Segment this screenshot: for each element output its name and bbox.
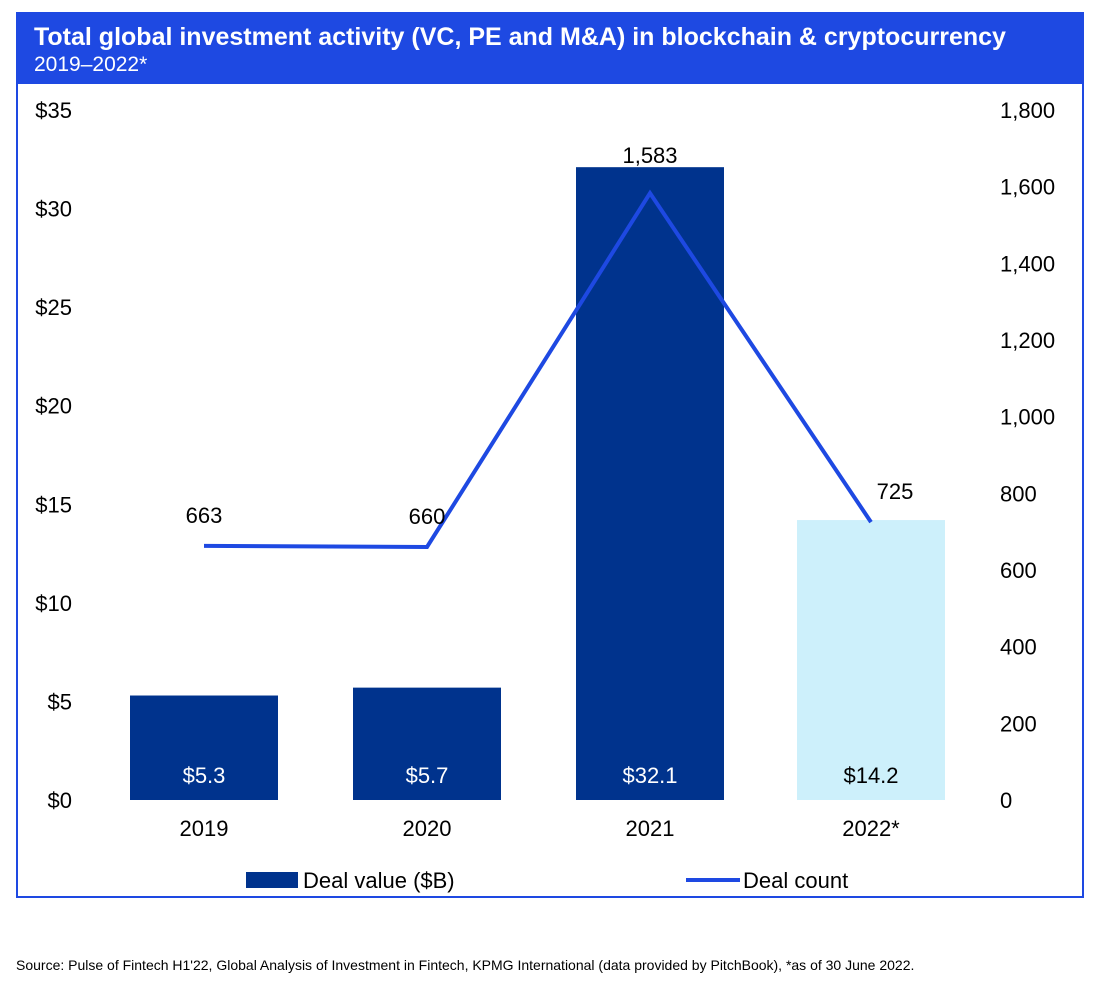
source-note: Source: Pulse of Fintech H1'22, Global A… [16, 957, 915, 973]
right-axis-tick-label: 1,400 [1000, 251, 1055, 276]
bar-deal-value [576, 167, 724, 800]
chart-title: Total global investment activity (VC, PE… [34, 23, 1006, 51]
legend-deal-value-label: Deal value ($B) [303, 868, 455, 893]
x-axis-category-label: 2020 [403, 816, 452, 841]
left-axis-tick-label: $35 [35, 98, 72, 123]
x-axis-category-label: 2021 [626, 816, 675, 841]
left-axis-tick-label: $5 [48, 689, 72, 714]
left-axis-tick-label: $20 [35, 394, 72, 419]
chart-subtitle: 2019–2022* [34, 53, 148, 76]
right-axis: 0 200 400 600 800 1,000 1,200 1,400 1,600 1,800 [1000, 98, 1055, 813]
x-axis: 2019 2020 2021 2022* [180, 816, 901, 841]
deal-count-label: 1,583 [622, 143, 677, 168]
right-axis-tick-label: 600 [1000, 558, 1037, 583]
bar-deal-value [797, 520, 945, 800]
right-axis-tick-label: 400 [1000, 635, 1037, 660]
x-axis-category-label: 2019 [180, 816, 229, 841]
deal-count-label: 660 [409, 504, 446, 529]
left-axis-tick-label: $30 [35, 197, 72, 222]
deal-count-line-series: 663 660 1,583 725 [186, 143, 914, 550]
deal-count-label: 663 [186, 503, 223, 528]
right-axis-tick-label: 1,000 [1000, 405, 1055, 430]
right-axis-tick-label: 1,800 [1000, 98, 1055, 123]
right-axis-tick-label: 200 [1000, 711, 1037, 736]
bar-deal-value [353, 687, 501, 800]
deal-count-line [203, 189, 873, 550]
legend-deal-count-label: Deal count [743, 868, 848, 893]
left-axis-tick-label: $0 [48, 788, 72, 813]
bar-value-label: $32.1 [622, 763, 677, 788]
legend-bar-swatch [246, 872, 298, 888]
deal-count-label: 725 [877, 479, 914, 504]
bar-value-label: $5.3 [183, 763, 226, 788]
chart-header: Total global investment activity (VC, PE… [18, 14, 1082, 84]
left-axis-tick-label: $25 [35, 295, 72, 320]
deal-value-bars: $5.3 $5.7 $32.1 $14.2 [130, 167, 945, 800]
x-axis-category-label: 2022* [842, 816, 900, 841]
right-axis-tick-label: 0 [1000, 788, 1012, 813]
left-axis-tick-label: $15 [35, 492, 72, 517]
right-axis-tick-label: 1,600 [1000, 175, 1055, 200]
left-axis-tick-label: $10 [35, 591, 72, 616]
left-axis: $0 $5 $10 $15 $20 $25 $30 $35 [35, 98, 72, 813]
bar-value-label: $14.2 [843, 763, 898, 788]
bar-deal-value [130, 695, 278, 800]
bar-value-label: $5.7 [406, 763, 449, 788]
right-axis-tick-label: 800 [1000, 481, 1037, 506]
legend: Deal value ($B) Deal count [246, 868, 848, 893]
right-axis-tick-label: 1,200 [1000, 328, 1055, 353]
